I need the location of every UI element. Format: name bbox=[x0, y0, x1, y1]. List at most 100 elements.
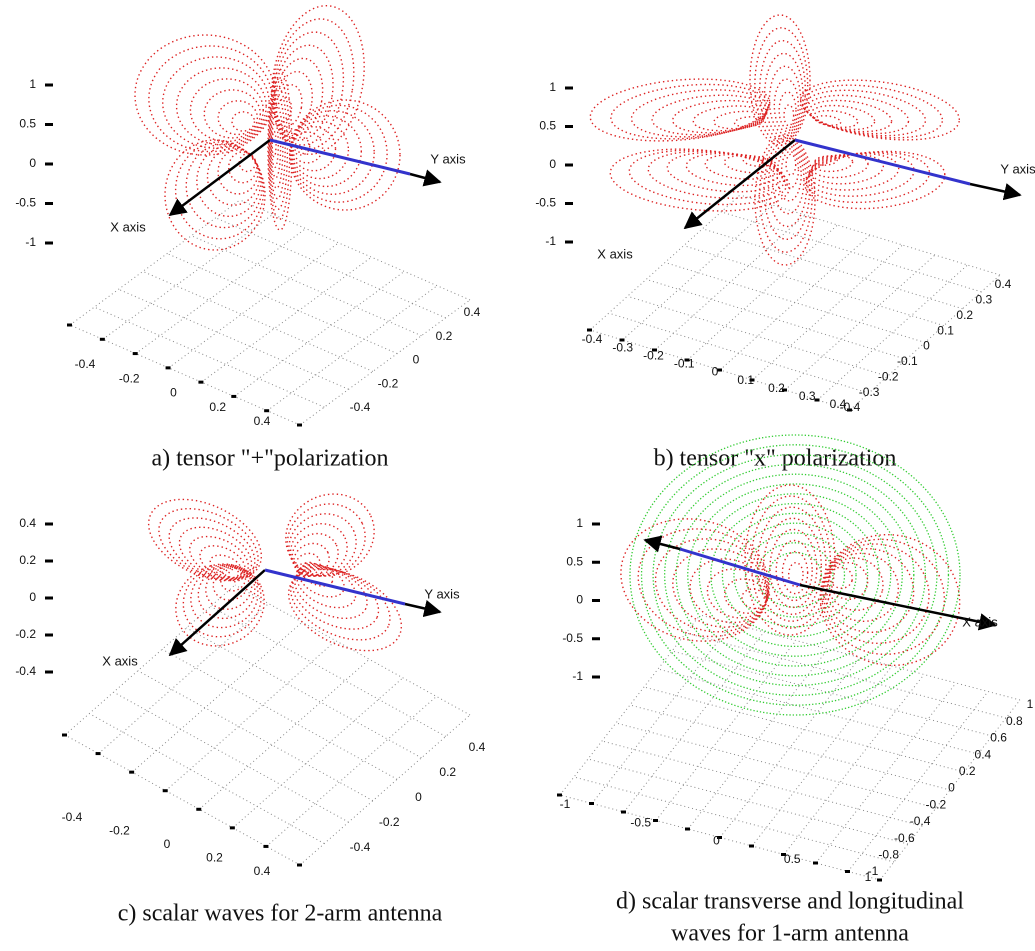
z-tick-label: -1 bbox=[25, 235, 36, 249]
floor-tick-label: -0.2 bbox=[878, 369, 899, 383]
z-tick bbox=[592, 637, 600, 640]
z-tick bbox=[45, 523, 53, 526]
red-lobe bbox=[186, 144, 262, 228]
floor-grid bbox=[211, 606, 446, 736]
z-tick bbox=[45, 84, 53, 87]
red-lobe bbox=[721, 574, 770, 617]
red-lobe bbox=[197, 146, 261, 216]
floor-grid bbox=[132, 622, 302, 772]
red-lobe bbox=[797, 71, 963, 149]
z-tick bbox=[45, 123, 53, 126]
floor-grid bbox=[233, 678, 403, 828]
z-tick-label: -0.5 bbox=[562, 631, 583, 645]
red-lobe bbox=[782, 152, 799, 188]
z-tick-label: 0.5 bbox=[566, 554, 583, 568]
red-lobe bbox=[815, 155, 838, 166]
floor-tick-label: 0.2 bbox=[768, 381, 785, 395]
red-lobe bbox=[232, 112, 254, 131]
z-tick-label: 0.4 bbox=[19, 516, 36, 530]
x-axis-arrow bbox=[170, 570, 265, 655]
red-lobe bbox=[290, 100, 400, 210]
red-lobe bbox=[283, 555, 388, 642]
floor-tick-label: -1 bbox=[868, 864, 879, 878]
z-tick-label: 0.2 bbox=[19, 553, 36, 567]
floor-tick-label: 0.2 bbox=[209, 400, 226, 414]
y-axis-blue bbox=[680, 549, 800, 585]
floor-tick-label: 0.4 bbox=[975, 747, 992, 761]
red-lobe bbox=[263, 12, 364, 156]
floor-tick-label: 0.2 bbox=[959, 764, 976, 778]
floor-tick-label: 1 bbox=[1027, 697, 1034, 711]
figure: 10.50-0.5-1-0.4-0.200.20.40.40.20-0.2-0.… bbox=[0, 0, 1035, 951]
red-lobe bbox=[782, 552, 807, 594]
z-tick-label: -1 bbox=[545, 234, 556, 248]
caption: d) scalar transverse and longitudinal bbox=[616, 889, 964, 915]
floor-grid bbox=[646, 279, 906, 359]
x-axis-label: X axis bbox=[110, 219, 146, 234]
red-lobe bbox=[807, 96, 893, 136]
floor-tick-label: -0.8 bbox=[878, 847, 899, 861]
floor-grid bbox=[167, 254, 397, 354]
floor-grid bbox=[592, 624, 732, 804]
floor-tick bbox=[166, 366, 171, 369]
red-lobe bbox=[806, 519, 975, 681]
red-lobe bbox=[764, 141, 810, 240]
y-axis-blue bbox=[795, 140, 970, 184]
floor-grid bbox=[94, 307, 324, 407]
floor-tick bbox=[196, 808, 201, 811]
floor-grid bbox=[201, 257, 371, 382]
z-tick bbox=[592, 599, 600, 602]
floor-grid bbox=[70, 200, 240, 325]
z-tick-label: 1 bbox=[576, 516, 583, 530]
red-lobe bbox=[276, 553, 414, 667]
caption: a) tensor "+"polarization bbox=[151, 446, 388, 472]
floor-tick-label: 0.4 bbox=[464, 305, 481, 319]
floor-grid bbox=[721, 212, 981, 292]
floor-grid bbox=[665, 263, 925, 343]
floor-grid bbox=[588, 759, 908, 844]
red-lobe bbox=[148, 494, 270, 594]
floor-tick-label: -0.1 bbox=[674, 357, 695, 371]
red-lobe bbox=[803, 146, 947, 214]
green-lobe bbox=[630, 435, 960, 715]
floor-tick-label: 0 bbox=[713, 834, 720, 848]
floor-tick-label: -0.1 bbox=[897, 354, 918, 368]
floor-tick-label: 0 bbox=[170, 386, 177, 400]
floor-tick-label: 0 bbox=[948, 781, 955, 795]
floor-grid bbox=[686, 633, 1006, 718]
floor-grid bbox=[623, 205, 773, 340]
floor-tick-label: -0.4 bbox=[62, 810, 83, 824]
z-tick bbox=[565, 87, 573, 90]
floor-grid bbox=[720, 658, 860, 838]
floor-tick bbox=[297, 424, 302, 427]
floor-grid bbox=[143, 271, 373, 371]
floor-tick-label: -0.4 bbox=[350, 840, 371, 854]
floor-tick bbox=[813, 862, 818, 865]
red-lobe bbox=[204, 90, 260, 138]
red-lobe bbox=[630, 85, 770, 142]
floor-tick-label: 0 bbox=[923, 339, 930, 353]
red-lobe bbox=[608, 142, 793, 217]
red-lobe bbox=[757, 507, 825, 621]
red-lobe bbox=[272, 131, 276, 157]
panel: 10.50-0.5-1-0.4-0.200.20.40.40.20-0.2-0.… bbox=[15, 0, 480, 472]
red-lobe bbox=[805, 90, 911, 140]
z-tick bbox=[45, 560, 53, 563]
floor-grid bbox=[574, 777, 894, 862]
floor-grid bbox=[300, 300, 470, 425]
red-lobe bbox=[751, 496, 830, 628]
floor-tick bbox=[587, 329, 592, 332]
y-axis-arrow bbox=[970, 184, 1020, 195]
floor-tick-label: 0.3 bbox=[799, 389, 816, 403]
x-axis-label: X axis bbox=[597, 246, 633, 261]
green-lobe bbox=[665, 464, 926, 685]
z-tick-label: -0.4 bbox=[15, 664, 36, 678]
floor-tick-label: -0.4 bbox=[910, 814, 931, 828]
red-lobe bbox=[812, 108, 859, 130]
floor-tick bbox=[621, 811, 626, 814]
z-tick-label: -1 bbox=[572, 669, 583, 683]
floor-grid bbox=[816, 683, 956, 863]
red-lobe bbox=[290, 557, 362, 616]
red-lobe bbox=[755, 28, 808, 142]
red-lobe bbox=[163, 57, 269, 148]
